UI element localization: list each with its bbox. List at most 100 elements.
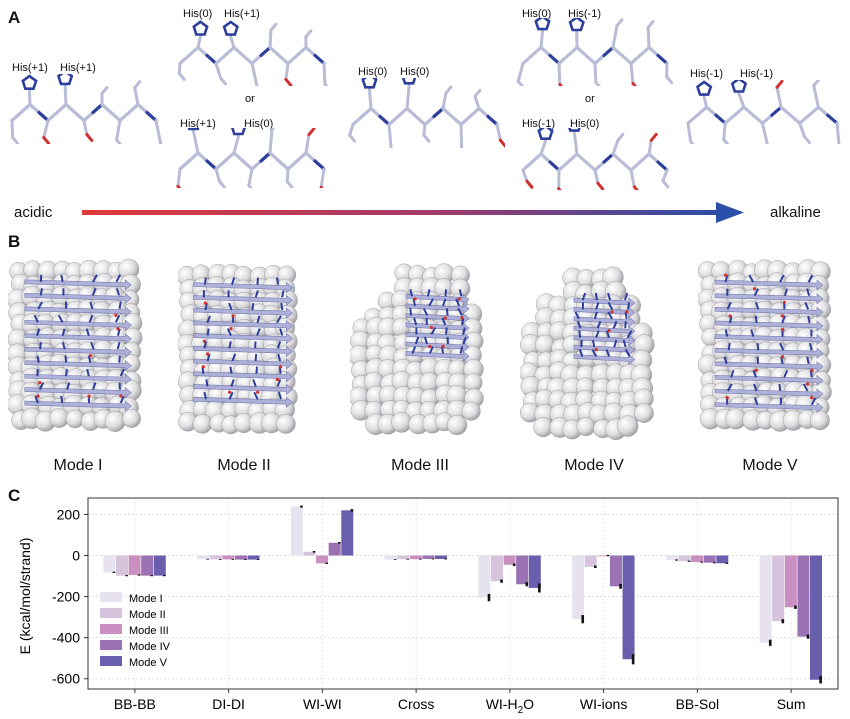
oxygen-atom (201, 365, 205, 369)
bond (611, 45, 624, 58)
residue (808, 342, 813, 351)
residue (458, 289, 463, 297)
side-chain (737, 92, 746, 109)
residue (256, 315, 261, 324)
side-chain (775, 85, 783, 109)
residue (203, 277, 207, 285)
bond (109, 110, 122, 123)
side-chain (284, 61, 290, 81)
side-chain (835, 121, 841, 144)
residue (229, 366, 233, 374)
residue (206, 315, 211, 324)
side-chain-tip (177, 72, 186, 82)
bond (566, 45, 579, 58)
sphere (576, 417, 596, 437)
bond (620, 160, 633, 172)
beta-strand (405, 322, 470, 334)
mode-5-model (698, 259, 832, 432)
side-chain (495, 123, 502, 142)
oxygen-atom (229, 326, 233, 331)
bond (714, 113, 727, 125)
residue (90, 341, 95, 350)
side-chain (593, 168, 600, 185)
panel-label-b: B (8, 232, 21, 251)
beta-strand (573, 306, 636, 319)
oxygen-atom (114, 313, 118, 317)
residue (251, 302, 255, 311)
bond (584, 53, 597, 66)
residue (807, 315, 811, 324)
residue (445, 308, 449, 316)
bond (91, 102, 104, 115)
residue (622, 339, 627, 348)
side-chain (572, 131, 579, 156)
side-chain (629, 168, 636, 189)
imidazole-ring (534, 18, 551, 31)
bond (136, 102, 149, 115)
bond (450, 114, 463, 127)
bond (187, 45, 200, 58)
bars (103, 506, 823, 680)
residue (91, 287, 97, 296)
residue (591, 349, 598, 357)
his-label: His(+1) (12, 62, 48, 74)
oxygen-atom (806, 382, 810, 386)
residue (423, 336, 428, 345)
side-chain (214, 167, 221, 183)
residue (203, 341, 207, 349)
residue (64, 368, 68, 377)
residue (254, 353, 258, 362)
residue (752, 370, 757, 378)
side-chain (191, 129, 200, 155)
residue (578, 349, 584, 357)
bond (732, 105, 746, 117)
residue (612, 320, 618, 329)
beta-strand (714, 388, 824, 400)
imidazole-ring (187, 128, 200, 131)
oxygen-atom (231, 314, 235, 318)
side-chain-tip (661, 179, 670, 189)
mode-4-model (520, 266, 655, 440)
peptide-structure (521, 128, 670, 190)
side-chain-tip (775, 80, 784, 89)
side-chain (521, 168, 529, 183)
bar (584, 555, 597, 567)
side-chain (133, 86, 140, 106)
bond (629, 53, 642, 66)
residue (426, 289, 431, 297)
sphere (446, 414, 468, 436)
bond (55, 102, 68, 115)
x-tick-label: DI-DI (212, 696, 245, 712)
beta-strand (24, 360, 132, 372)
side-chain (232, 134, 240, 155)
residue (778, 383, 782, 392)
bond (118, 110, 131, 123)
side-chain (304, 133, 311, 155)
residue (753, 383, 758, 392)
side-chain (322, 61, 327, 86)
residue (279, 328, 284, 336)
side-chain-tip (285, 180, 294, 188)
sphere (276, 414, 296, 434)
bar (665, 555, 678, 561)
residue (783, 369, 789, 378)
residue (205, 379, 209, 387)
beta-strand (24, 386, 132, 399)
imidazole-ring (695, 80, 713, 96)
bond (82, 110, 95, 123)
side-chain-tip (85, 132, 94, 142)
his-label: His(0) (400, 66, 430, 78)
bar (409, 555, 422, 560)
residue (781, 315, 786, 324)
residue (455, 298, 461, 307)
y-tick-label: -600 (52, 671, 80, 687)
bond (788, 113, 802, 125)
residue (228, 302, 233, 311)
oxygen-atom (594, 347, 598, 352)
imidazole-ring (222, 20, 239, 36)
side-chain-tip (115, 138, 122, 144)
residue (595, 330, 600, 339)
bond (742, 105, 755, 117)
acidic-label: acidic (14, 204, 53, 221)
side-chain (285, 167, 290, 184)
